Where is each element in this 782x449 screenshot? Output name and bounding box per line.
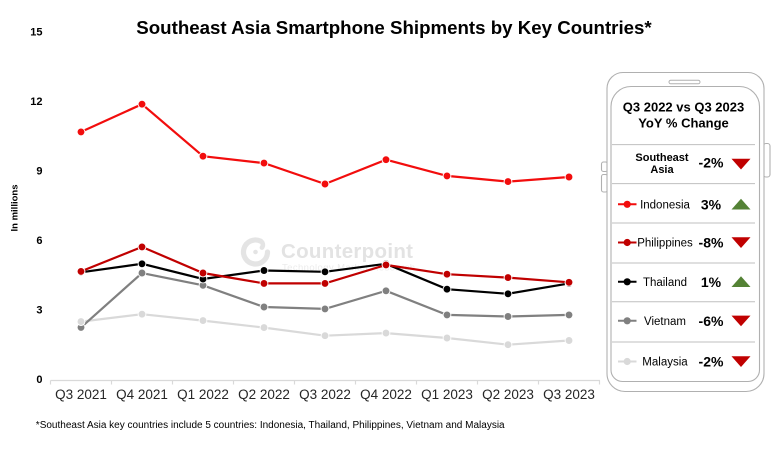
svg-text:Q2 2022: Q2 2022 (238, 387, 290, 402)
svg-text:Thailand: Thailand (643, 277, 687, 289)
svg-text:Malaysia: Malaysia (642, 357, 688, 369)
svg-text:Southeast: Southeast (635, 152, 689, 164)
svg-text:Q3 2022: Q3 2022 (299, 387, 351, 402)
svg-text:Counterpoint: Counterpoint (281, 240, 413, 263)
svg-text:Q3 2021: Q3 2021 (55, 387, 107, 402)
svg-text:-2%: -2% (699, 155, 724, 171)
svg-text:Q4 2022: Q4 2022 (360, 387, 412, 402)
svg-text:YoY % Change: YoY % Change (638, 116, 729, 131)
svg-text:Vietnam: Vietnam (644, 316, 686, 328)
svg-text:Philippines: Philippines (637, 238, 693, 250)
svg-text:Southeast Asia Smartphone Ship: Southeast Asia Smartphone Shipments by K… (136, 17, 652, 38)
svg-text:0: 0 (36, 374, 42, 386)
svg-text:Q3 2023: Q3 2023 (543, 387, 595, 402)
svg-text:Q4 2021: Q4 2021 (116, 387, 168, 402)
svg-text:Q3 2022 vs Q3 2023: Q3 2022 vs Q3 2023 (623, 100, 744, 115)
svg-text:6: 6 (36, 235, 42, 247)
svg-text:-2%: -2% (699, 354, 724, 370)
svg-text:Indonesia: Indonesia (640, 200, 690, 212)
svg-text:3: 3 (36, 305, 42, 317)
svg-text:12: 12 (30, 96, 42, 108)
svg-text:*Southeast Asia key countries: *Southeast Asia key countries include 5 … (36, 420, 505, 431)
svg-text:Q2 2023: Q2 2023 (482, 387, 534, 402)
svg-text:Asia: Asia (650, 164, 674, 176)
svg-text:Q1 2023: Q1 2023 (421, 387, 473, 402)
svg-text:9: 9 (36, 166, 42, 178)
svg-text:1%: 1% (701, 274, 722, 290)
svg-text:Q1 2022: Q1 2022 (177, 387, 229, 402)
svg-text:-8%: -8% (699, 235, 724, 251)
svg-text:In millions: In millions (10, 185, 21, 232)
svg-text:-6%: -6% (699, 313, 724, 329)
svg-text:15: 15 (30, 27, 42, 39)
svg-text:3%: 3% (701, 196, 722, 212)
